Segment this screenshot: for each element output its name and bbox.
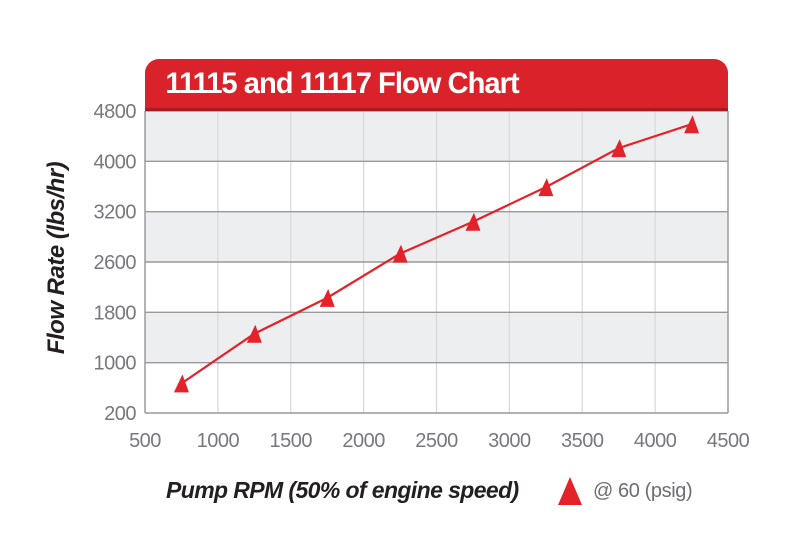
y-tick-label: 4000: [94, 151, 137, 173]
legend-label: @ 60 (psig): [593, 479, 693, 502]
y-tick-label: 4800: [94, 101, 137, 123]
data-point-marker-triangle: [392, 244, 408, 263]
y-tick-label: 1800: [94, 302, 137, 324]
data-point-marker-triangle: [246, 324, 262, 343]
y-tick-label: 1000: [94, 353, 137, 375]
chart-legend: @ 60 (psig): [558, 477, 693, 505]
x-tick-label: 500: [129, 430, 161, 452]
data-point-marker-triangle: [538, 178, 554, 197]
legend-triangle-icon: [558, 477, 582, 505]
series-line: [180, 123, 692, 385]
x-tick-label: 1000: [197, 430, 240, 452]
y-axis-title: Flow Rate (lbs/hr): [43, 161, 70, 355]
data-point-marker-triangle: [684, 115, 700, 134]
y-tick-label: 3200: [94, 202, 137, 224]
x-tick-label: 2000: [342, 430, 385, 452]
data-point-marker-triangle: [173, 374, 189, 393]
data-point-marker-triangle: [319, 288, 335, 307]
x-tick-label: 4000: [634, 430, 677, 452]
x-tick-label: 1500: [270, 430, 313, 452]
chart-title-banner: 11115 and 11117 Flow Chart: [145, 59, 728, 111]
chart-title: 11115 and 11117 Flow Chart: [165, 66, 519, 100]
y-tick-label: 2600: [94, 252, 137, 274]
x-tick-label: 3500: [561, 430, 604, 452]
x-tick-label: 4500: [707, 430, 750, 452]
data-point-marker-triangle: [611, 139, 627, 158]
y-tick-label: 200: [104, 403, 136, 425]
x-tick-label: 2500: [415, 430, 458, 452]
data-point-marker-triangle: [465, 212, 481, 231]
x-axis-title: Pump RPM (50% of engine speed): [166, 477, 519, 503]
x-tick-label: 3000: [488, 430, 531, 452]
